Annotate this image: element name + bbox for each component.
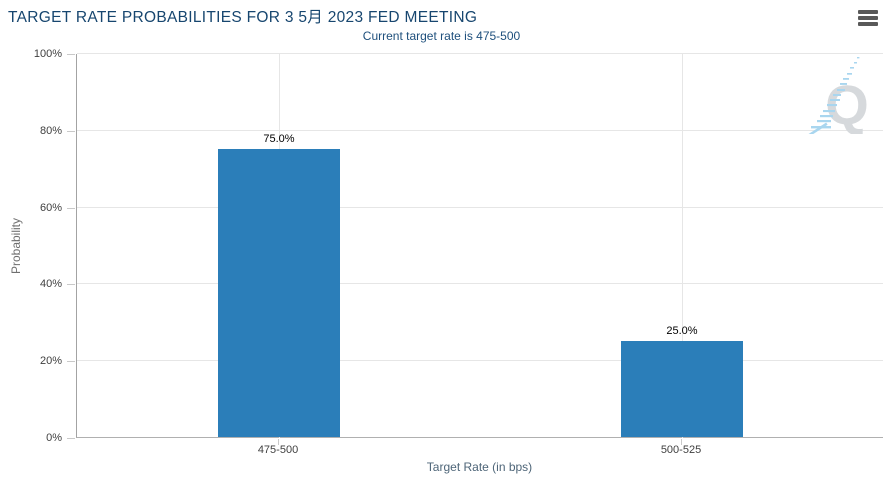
x-tick-label: 500-525	[660, 444, 702, 456]
probability-bar[interactable]	[218, 149, 340, 437]
h-gridline	[77, 129, 883, 131]
y-tick-label: 0%	[46, 432, 62, 444]
h-gridline	[77, 283, 883, 285]
y-tick-label: 80%	[39, 124, 62, 137]
h-gridline	[77, 360, 883, 362]
y-tick-label: 60%	[39, 201, 62, 214]
bar-value-label: 75.0%	[263, 133, 295, 145]
y-axis-tick	[67, 438, 75, 439]
y-tick-label: 100%	[33, 48, 62, 60]
v-gridline	[682, 54, 683, 438]
y-tick-label: 40%	[39, 278, 62, 291]
x-axis-tick	[278, 439, 279, 445]
x-axis-tick	[681, 439, 682, 445]
y-axis-tick	[67, 207, 75, 209]
y-axis-title: Probability	[9, 217, 23, 275]
x-axis-title: Target Rate (in bps)	[426, 460, 533, 474]
y-axis-tick	[67, 284, 75, 286]
hamburger-menu-icon[interactable]	[858, 10, 878, 26]
quikstrike-logo-watermark: Q	[807, 57, 869, 134]
x-tick-label: 475-500	[257, 444, 299, 456]
chart-subtitle: Current target rate is 475-500	[362, 29, 521, 43]
h-gridline	[77, 53, 883, 54]
y-axis-tick	[67, 54, 75, 55]
y-tick-label: 20%	[39, 355, 62, 368]
y-axis-tick	[67, 361, 75, 363]
svg-text:Q: Q	[825, 73, 869, 134]
plot-area: 75.0% 25.0%	[76, 53, 883, 438]
probability-bar[interactable]	[621, 341, 743, 437]
h-gridline	[77, 206, 883, 208]
chart-title: TARGET RATE PROBABILITIES FOR 3 5月 2023 …	[8, 9, 478, 26]
bar-value-label: 25.0%	[666, 325, 698, 337]
y-axis-tick	[67, 130, 75, 132]
